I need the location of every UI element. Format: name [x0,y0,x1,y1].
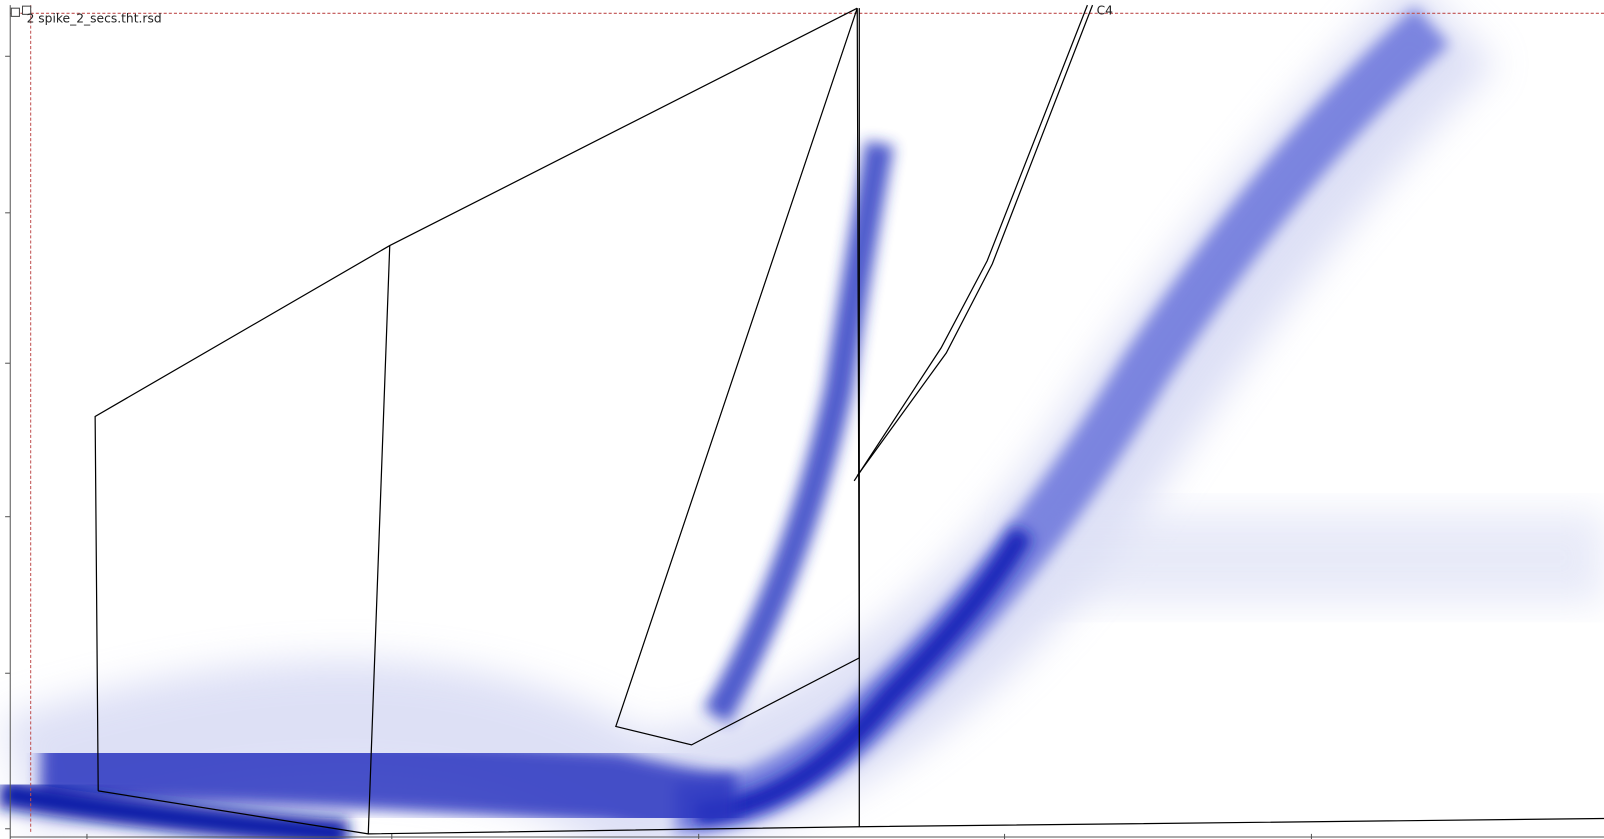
haze-band [1022,511,1604,604]
region-outlines [94,4,1604,835]
expand-button[interactable] [10,7,20,17]
expand-button[interactable] [21,5,32,15]
axis-ticks [5,55,1312,839]
file-title: 2 spike_2_secs.tht.rsd [27,12,162,26]
streaks [39,25,1592,834]
region-label: C4 [1097,3,1114,17]
low-edge [0,778,349,839]
ridge-core [694,526,1033,825]
wedge-ridge [703,140,894,724]
